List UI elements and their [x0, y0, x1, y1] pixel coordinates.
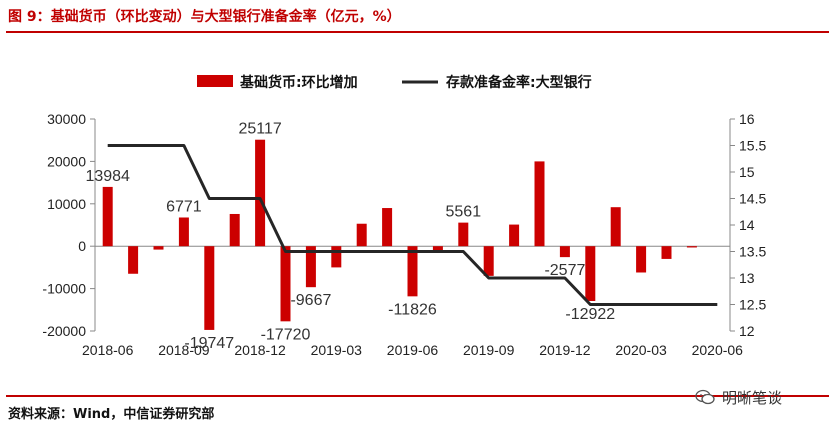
bar [255, 139, 266, 247]
data-labels: 13984 6771 -19747 25117 -17720 -9667 -11826 556… [85, 121, 615, 352]
bar [534, 161, 545, 247]
right-axis-tick-label: 13.5 [739, 244, 766, 260]
data-label: -19747 [184, 335, 234, 352]
bar [382, 208, 393, 247]
chart-title: 图 9：基础货币（环比变动）与大型银行准备金率（亿元，%） [8, 9, 401, 25]
bar [305, 246, 316, 288]
legend-label-bar: 基础货币:环比增加 [240, 74, 358, 91]
bar [407, 246, 418, 297]
legend-swatch-bar [197, 75, 233, 87]
left-axis-tick-label: -20000 [42, 323, 86, 339]
bar-series [102, 139, 697, 330]
bar [509, 224, 520, 247]
bar [102, 186, 113, 247]
right-axis-tick-label: 12.5 [739, 297, 766, 313]
right-axis-tick-label: 14.5 [739, 191, 766, 207]
data-label: -17720 [261, 326, 311, 343]
x-axis-tick-label: 2018-12 [234, 342, 286, 358]
legend: 基础货币:环比增加 存款准备金率:大型银行 [197, 74, 592, 91]
wechat-icon [695, 389, 715, 405]
x-axis-tick-label: 2018-06 [82, 342, 134, 358]
data-label: -2577 [544, 262, 585, 279]
bar [204, 246, 215, 330]
bar [559, 246, 570, 258]
bar [686, 246, 697, 248]
left-axis-tick-label: 20000 [47, 153, 86, 169]
right-axis-tick-label: 13 [739, 270, 755, 286]
x-axis-tick-label: 2019-06 [387, 342, 439, 358]
right-axis-tick-label: 15 [739, 164, 755, 180]
right-axis-tick-label: 16 [739, 111, 755, 127]
title-divider [6, 31, 829, 33]
bar [636, 246, 647, 273]
bar [483, 246, 494, 276]
bar [178, 217, 189, 247]
bar [432, 246, 443, 251]
line-series [107, 144, 718, 306]
footer-divider [6, 395, 829, 397]
x-axis-tick-label: 2019-12 [539, 342, 591, 358]
bar [356, 223, 367, 247]
bar [280, 246, 291, 322]
watermark: 明晰笔谈 [694, 386, 782, 408]
data-label: -12922 [565, 306, 615, 323]
right-axis-tick-label: 15.5 [739, 138, 766, 154]
data-label: 13984 [85, 168, 130, 185]
x-axis-tick-label: 2020-03 [615, 342, 667, 358]
source-note: 资料来源：Wind，中信证券研究部 [8, 407, 215, 422]
data-label: -11826 [388, 301, 437, 318]
bar [610, 207, 621, 247]
bar [585, 246, 596, 301]
data-label: 5561 [446, 204, 482, 221]
left-axis-tick-label: 0 [78, 238, 86, 254]
axes: 30000 20000 10000 0 -10000 -20000 16 15.5 15 14.5… [42, 111, 766, 358]
x-axis-tick-label: 2019-09 [463, 342, 515, 358]
left-axis-tick-label: 10000 [47, 196, 86, 212]
left-axis-tick-label: -10000 [42, 281, 86, 297]
data-label: -9667 [290, 292, 331, 309]
x-axis-tick-label: 2018-09 [158, 342, 210, 358]
x-axis-tick-label: 2020-06 [692, 342, 744, 358]
x-axis-tick-label: 2019-03 [311, 342, 363, 358]
combo-chart: 基础货币:环比增加 存款准备金率:大型银行 30000 20000 10000 0 -1… [42, 74, 766, 358]
legend-label-line: 存款准备金率:大型银行 [446, 74, 592, 91]
right-axis-tick-label: 12 [739, 323, 755, 339]
bar [661, 246, 672, 259]
bar [229, 213, 240, 247]
data-label: 6771 [166, 198, 202, 215]
bar [458, 222, 469, 247]
data-label: 25117 [238, 121, 281, 138]
left-axis-tick-label: 30000 [47, 111, 86, 127]
bar [331, 246, 342, 268]
right-axis-tick-label: 14 [739, 217, 755, 233]
watermark-text: 明晰笔谈 [722, 388, 783, 407]
bar [153, 246, 164, 250]
bar [128, 246, 139, 274]
